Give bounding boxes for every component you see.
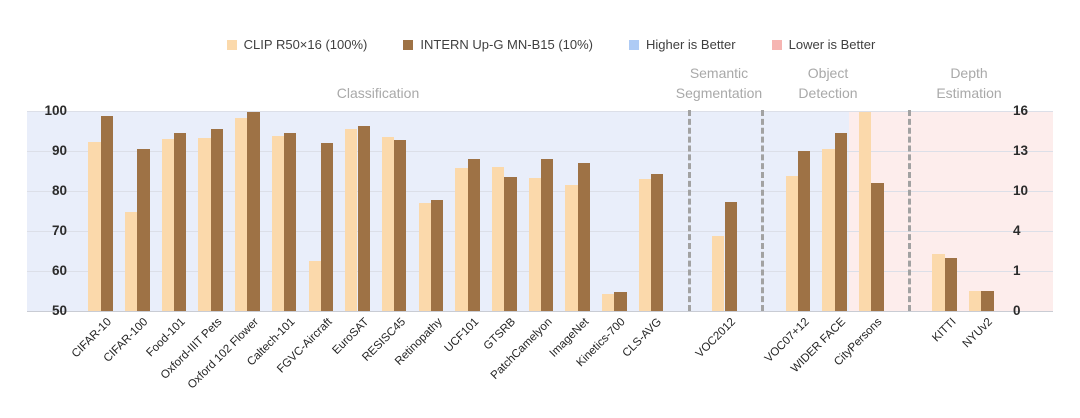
bar-intern <box>247 112 260 311</box>
legend-label: CLIP R50×16 (100%) <box>243 37 368 52</box>
bar-intern <box>357 126 370 311</box>
bar-clip <box>308 261 321 311</box>
category-label-text: NYUv2 <box>960 316 995 351</box>
left-axis-tick: 60 <box>51 263 67 278</box>
bar-intern <box>430 199 444 311</box>
bar-clip <box>785 175 798 311</box>
bar-clip <box>125 211 138 311</box>
gridline <box>27 111 1053 112</box>
left-axis-tick: 90 <box>51 143 67 158</box>
bar-intern <box>981 291 994 311</box>
left-axis-tick: 100 <box>44 103 67 118</box>
bar-clip <box>969 291 982 311</box>
intern-series-swatch-icon <box>403 39 414 50</box>
legend-label: Higher is Better <box>646 37 736 52</box>
legend-label: Lower is Better <box>788 37 876 52</box>
bar-clip <box>455 167 468 311</box>
bar-intern <box>724 202 737 311</box>
higher-is-better-swatch-icon <box>629 39 640 50</box>
right-axis-tick: 16 <box>1013 103 1029 118</box>
category-label-text: UCF101 <box>442 316 482 355</box>
bar-intern <box>871 183 884 311</box>
bar-clip <box>565 185 578 311</box>
bar-intern <box>100 116 113 311</box>
section-header-semantic-segmentation: Semantic Segmentation <box>675 65 763 102</box>
bar-intern <box>174 133 187 311</box>
plot-area <box>27 110 1053 312</box>
bar-intern <box>504 177 517 311</box>
lower-is-better-swatch-icon <box>771 39 782 50</box>
bar-clip <box>932 253 945 311</box>
bar-clip <box>859 112 872 311</box>
right-axis-tick: 10 <box>1013 183 1029 198</box>
bar-clip <box>271 136 285 311</box>
bar-clip <box>528 178 541 311</box>
right-axis-tick: 13 <box>1013 143 1029 158</box>
bar-clip <box>492 167 505 311</box>
bar-clip <box>381 136 395 311</box>
clip-series-swatch-icon <box>226 39 237 50</box>
gridline <box>27 311 1053 312</box>
bar-clip <box>638 179 652 311</box>
bar-clip <box>345 129 358 311</box>
bar-clip <box>235 117 248 311</box>
bar-clip <box>418 203 431 311</box>
section-header-object-detection: Object Detection <box>798 65 858 102</box>
section-separator <box>908 110 911 311</box>
legend: CLIP R50×16 (100%) INTERN Up-G MN-B15 (1… <box>11 37 1080 52</box>
bar-intern <box>944 257 957 311</box>
section-separator <box>687 110 691 311</box>
right-axis-tick: 1 <box>1013 263 1021 278</box>
bar-intern <box>394 139 407 311</box>
bar-clip <box>161 138 174 311</box>
bar-clip <box>712 235 725 311</box>
legend-item-intern: INTERN Up-G MN-B15 (10%) <box>403 37 593 52</box>
category-label-text: CLS-AVG <box>620 316 665 360</box>
bar-intern <box>541 159 554 311</box>
bar-clip <box>88 142 101 311</box>
section-header-classification: Classification <box>336 85 420 101</box>
legend-item-clip: CLIP R50×16 (100%) <box>226 37 368 52</box>
category-label-text: GTSRB <box>481 316 518 353</box>
category-label-text: KITTI <box>929 316 959 345</box>
bar-clip <box>822 149 835 311</box>
bar-clip <box>198 137 211 311</box>
section-header-depth-estimation: Depth Estimation <box>936 65 1002 102</box>
bar-intern <box>651 173 664 311</box>
bar-intern <box>284 132 297 311</box>
bar-clip <box>602 294 615 311</box>
category-label-text: VOC2012 <box>693 316 738 361</box>
right-axis-tick: 4 <box>1013 223 1021 238</box>
left-axis-tick: 80 <box>51 183 67 198</box>
bar-intern <box>797 150 811 311</box>
gridline <box>27 151 1053 152</box>
bar-intern <box>577 162 590 311</box>
bar-intern <box>320 143 334 311</box>
legend-label: INTERN Up-G MN-B15 (10%) <box>420 37 594 52</box>
bar-intern <box>614 291 627 311</box>
bar-intern <box>467 159 480 311</box>
left-axis-tick: 50 <box>51 303 67 318</box>
legend-item-lower-is-better: Lower is Better <box>771 37 876 52</box>
section-separator <box>761 110 765 311</box>
right-axis-tick: 0 <box>1013 303 1021 318</box>
legend-item-higher-is-better: Higher is Better <box>629 37 736 52</box>
bar-intern <box>137 149 150 311</box>
bar-intern <box>210 129 223 311</box>
bar-intern <box>834 133 847 311</box>
left-axis-tick: 70 <box>51 223 67 238</box>
